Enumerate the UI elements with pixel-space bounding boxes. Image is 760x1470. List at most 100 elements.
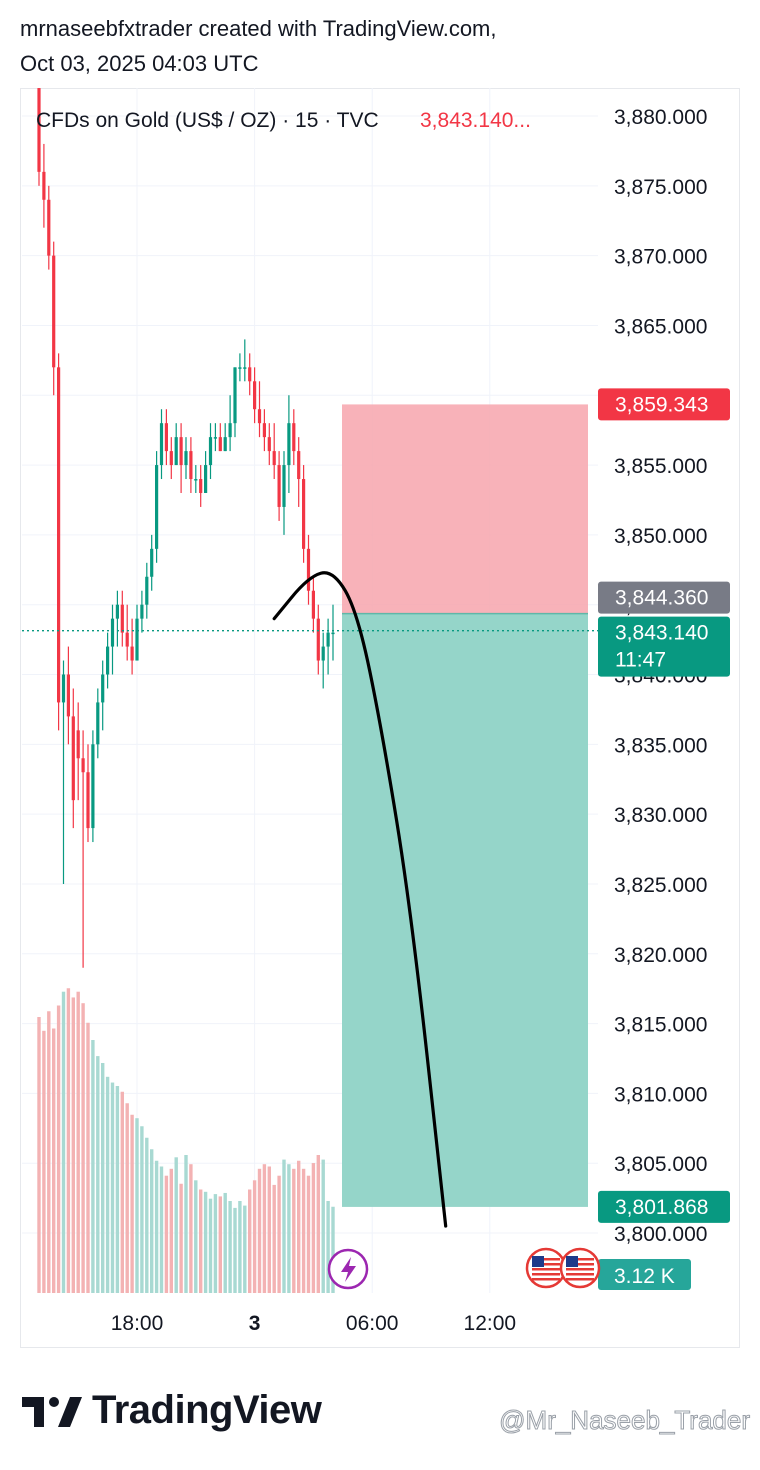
chart-title-price: 3,843.140... <box>420 109 531 132</box>
candle-body[interactable] <box>159 423 164 466</box>
candle-body[interactable] <box>253 381 257 410</box>
candle-body[interactable] <box>86 772 90 829</box>
tradingview-logo[interactable]: TradingView <box>22 1388 322 1433</box>
candle-body[interactable] <box>42 171 46 200</box>
volume-bar <box>208 1198 213 1293</box>
candle-body[interactable] <box>125 632 129 647</box>
volume-bar <box>56 1005 61 1293</box>
candle-body[interactable] <box>145 576 149 605</box>
take-profit-zone[interactable] <box>342 613 588 1207</box>
volume-bar <box>243 1205 247 1293</box>
volume-bar <box>130 1114 134 1293</box>
candle-body[interactable] <box>238 367 242 369</box>
candle-body[interactable] <box>189 451 193 480</box>
candle-body[interactable] <box>302 479 306 549</box>
volume-bar <box>105 1076 110 1293</box>
us-flag-event-icon-stripe <box>566 1258 594 1261</box>
y-axis-tick-label: 3,810.000 <box>614 1083 707 1106</box>
volume-bar <box>194 1180 198 1293</box>
candle-body[interactable] <box>179 437 183 466</box>
candle-body[interactable] <box>164 423 168 452</box>
volume-bar <box>120 1091 124 1293</box>
candle-body[interactable] <box>194 479 198 481</box>
candle-body[interactable] <box>52 255 56 368</box>
candle-body[interactable] <box>228 423 232 438</box>
y-axis-tick-label: 3,875.000 <box>614 176 707 199</box>
candle-body[interactable] <box>262 423 266 438</box>
candle-body[interactable] <box>106 646 110 675</box>
volume-bar <box>228 1201 232 1293</box>
volume-bar <box>252 1180 257 1293</box>
candle-body[interactable] <box>101 674 105 703</box>
ask-price-label-bg[interactable] <box>598 581 730 614</box>
stop-loss-zone[interactable] <box>342 404 588 614</box>
candle-body[interactable] <box>208 437 213 466</box>
candle-body[interactable] <box>306 548 311 591</box>
candle-body[interactable] <box>223 437 227 452</box>
candle-body[interactable] <box>110 618 115 647</box>
candle-body[interactable] <box>66 674 70 717</box>
candle-body[interactable] <box>292 423 296 452</box>
candle-body[interactable] <box>267 437 271 452</box>
candle-body[interactable] <box>248 367 252 382</box>
candle-body[interactable] <box>287 423 291 466</box>
volume-bar <box>272 1184 276 1293</box>
candle-body[interactable] <box>326 632 330 647</box>
candle-body[interactable] <box>169 451 173 466</box>
candle-body[interactable] <box>204 465 208 493</box>
candle-body[interactable] <box>120 604 124 633</box>
candle-body[interactable] <box>130 646 134 661</box>
us-flag-event-icon-stripe <box>566 1268 594 1271</box>
candle-body[interactable] <box>272 451 276 466</box>
volume-bar <box>96 1056 100 1293</box>
candle-body[interactable] <box>174 437 178 466</box>
volume-bar <box>37 1017 41 1293</box>
candle-body[interactable] <box>316 618 320 661</box>
volume-value-label-bg[interactable] <box>598 1259 691 1290</box>
candle-body[interactable] <box>331 632 335 635</box>
candle-body[interactable] <box>277 465 281 507</box>
candle-body[interactable] <box>47 199 51 256</box>
y-axis-tick-label: 3,835.000 <box>614 734 707 757</box>
candle-body[interactable] <box>76 730 80 759</box>
candle-body[interactable] <box>115 604 119 619</box>
candlestick-chart[interactable]: 3,880.0003,875.0003,870.0003,865.0003,86… <box>0 0 760 1360</box>
candle-body[interactable] <box>218 437 222 452</box>
volume-bar <box>125 1103 129 1293</box>
candle-body[interactable] <box>257 409 262 424</box>
candle-body[interactable] <box>71 716 75 801</box>
candle-body[interactable] <box>213 437 217 439</box>
candle-body[interactable] <box>81 758 85 773</box>
stop-price-label-bg[interactable] <box>598 388 730 421</box>
candle-body[interactable] <box>91 744 95 829</box>
y-axis-tick-label: 3,880.000 <box>614 106 707 129</box>
candle-body[interactable] <box>135 618 139 661</box>
candle-body[interactable] <box>311 590 315 619</box>
volume-bar <box>199 1189 203 1293</box>
candle-body[interactable] <box>184 451 188 466</box>
candle-body[interactable] <box>57 367 61 703</box>
volume-bar <box>52 1028 56 1293</box>
volume-bar <box>42 1030 46 1293</box>
volume-bar <box>321 1159 325 1293</box>
candle-body[interactable] <box>150 548 154 577</box>
candle-body[interactable] <box>96 702 100 745</box>
candle-body[interactable] <box>233 367 237 424</box>
candle-body[interactable] <box>243 367 247 369</box>
candle-body[interactable] <box>282 465 286 507</box>
candle-body[interactable] <box>155 465 159 549</box>
candle-body[interactable] <box>37 88 41 172</box>
candle-body[interactable] <box>297 451 301 480</box>
x-axis-tick-label: 06:00 <box>346 1312 399 1335</box>
candle-body[interactable] <box>61 674 66 703</box>
volume-value-label: 3.12 K <box>614 1265 675 1288</box>
volume-bar <box>154 1160 159 1293</box>
x-axis-tick-label: 18:00 <box>111 1312 164 1335</box>
target-price-label-bg[interactable] <box>598 1190 730 1223</box>
candle-body[interactable] <box>140 604 144 619</box>
last-price-label-bg[interactable] <box>598 616 730 677</box>
y-axis-tick-label: 3,850.000 <box>614 525 707 548</box>
candle-body[interactable] <box>199 479 203 493</box>
drawn-projection-curve[interactable] <box>272 571 448 1228</box>
candle-body[interactable] <box>321 646 325 661</box>
